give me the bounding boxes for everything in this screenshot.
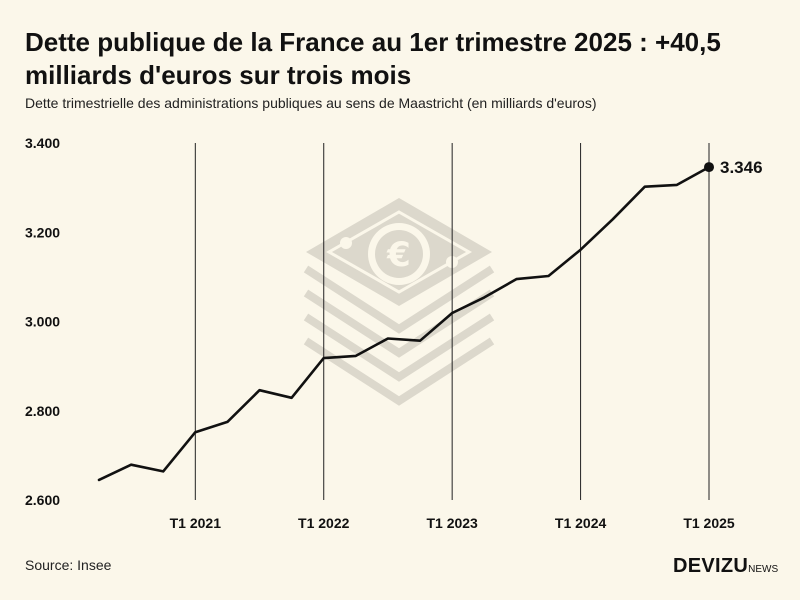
- last-value-label: 3.346: [720, 158, 763, 177]
- x-tick-label: T1 2024: [555, 515, 607, 531]
- annotations-layer: 3.346: [704, 158, 763, 177]
- x-tick-label: T1 2023: [426, 515, 478, 531]
- banknote-layer: [303, 289, 495, 358]
- chart-subtitle: Dette trimestrielle des administrations …: [25, 95, 597, 111]
- last-point-marker: [704, 162, 714, 173]
- brand-logo: DEVIZUNEWS: [673, 555, 778, 578]
- banknote-layer: [303, 313, 495, 382]
- y-axis-tick-labels: 2.600 2.800 3.000 3.200 3.400: [25, 135, 60, 508]
- banknote-coin: [375, 230, 423, 278]
- chart-title-line1: Dette publique de la France au 1er trime…: [25, 27, 721, 57]
- euro-sign-icon: €: [386, 235, 411, 275]
- chart-title: Dette publique de la France au 1er trime…: [25, 26, 785, 92]
- banknote-layer: [303, 265, 495, 334]
- x-tick-label: T1 2025: [683, 515, 735, 531]
- y-tick-label: 3.000: [25, 314, 60, 330]
- brand-logo-main: DEVIZU: [673, 555, 749, 577]
- banknote-layer: [303, 337, 495, 406]
- x-tick-label: T1 2022: [298, 515, 350, 531]
- brand-logo-sub: NEWS: [748, 564, 779, 575]
- euro-banknote-stack-icon: €: [303, 198, 495, 406]
- y-tick-label: 3.200: [25, 224, 60, 240]
- series-line: [97, 165, 711, 482]
- y-tick-label: 2.600: [25, 492, 60, 508]
- y-tick-label: 2.800: [25, 403, 60, 419]
- chart-title-line2: milliards d'euros sur trois mois: [25, 60, 412, 90]
- x-tick-label: T1 2021: [170, 515, 222, 531]
- y-tick-label: 3.400: [25, 135, 60, 151]
- banknote-dot-left: [340, 237, 352, 249]
- source-note: Source: Insee: [25, 557, 112, 573]
- series-layer: [97, 165, 711, 482]
- banknote-border: [325, 210, 473, 294]
- gridlines: [194, 143, 710, 500]
- x-axis-tick-labels: T1 2021 T1 2022 T1 2023 T1 2024 T1 2025: [170, 515, 735, 531]
